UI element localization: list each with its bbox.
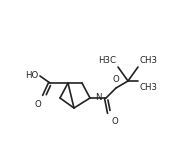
Text: O: O (112, 117, 119, 126)
Text: CH3: CH3 (140, 56, 158, 65)
Text: O: O (34, 100, 41, 109)
Text: HO: HO (25, 71, 38, 81)
Text: N: N (95, 93, 101, 103)
Text: CH3: CH3 (140, 83, 158, 92)
Text: H3C: H3C (98, 56, 116, 65)
Text: O: O (113, 75, 119, 84)
